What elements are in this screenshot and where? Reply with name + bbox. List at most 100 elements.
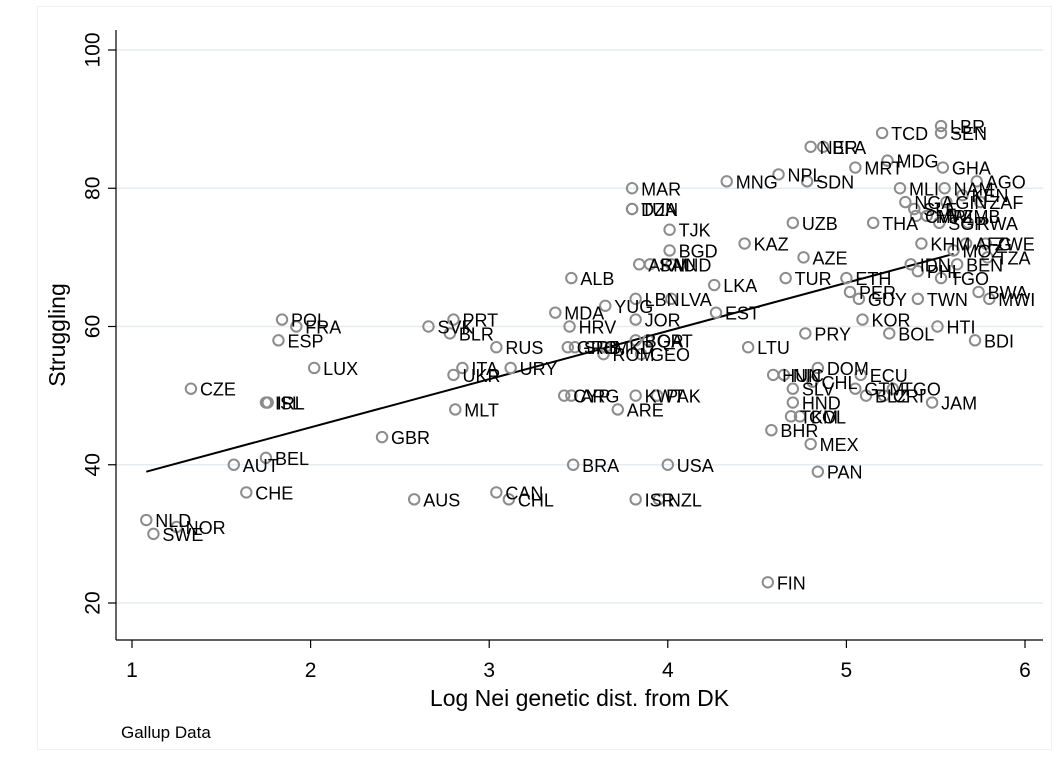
x-tick-label: 4 [662, 659, 674, 682]
point-label: DOM [827, 359, 869, 379]
fit-line [146, 252, 954, 473]
gridlines [116, 49, 1043, 604]
scatter-point [375, 430, 389, 444]
point-label: NAM [954, 179, 994, 199]
point-label: QAT [657, 331, 693, 351]
x-tick-label: 6 [1019, 659, 1031, 682]
point-label: BFA [832, 138, 866, 158]
scatter-point [950, 258, 964, 271]
scatter-point [629, 493, 642, 506]
scatter-point [549, 306, 562, 319]
scatter-point [784, 410, 798, 423]
scatter-point [184, 382, 198, 395]
scatter-point [866, 216, 880, 230]
point-label: CHL [518, 490, 554, 510]
scatter-point [629, 389, 642, 402]
scatter-point [947, 209, 960, 223]
point-label: MRT [864, 159, 903, 179]
scatter-point [661, 458, 674, 471]
scatter-point [904, 258, 917, 271]
point-label: SLV [802, 380, 835, 400]
point-label: MLI [909, 179, 939, 199]
scatter-point [968, 334, 982, 347]
point-label: TUR [795, 269, 832, 289]
scatter-point [804, 140, 817, 153]
scatter-point [490, 341, 503, 354]
scatter-point [147, 527, 160, 541]
point-label: NLD [155, 511, 191, 531]
point-label: MKD [614, 338, 654, 358]
point-label: BEN [966, 255, 1003, 275]
scatter-point [859, 389, 873, 402]
point-label: SVK [437, 318, 473, 338]
scatter-point [961, 216, 975, 230]
point-label: GBR [391, 428, 430, 448]
scatter-point [170, 520, 183, 534]
scatter-point [599, 341, 612, 354]
scatter-point [811, 361, 825, 375]
point-label: GTM [864, 380, 904, 400]
point-label: TKM [800, 407, 838, 427]
x-axis-title: Log Nei genetic dist. from DK [430, 685, 730, 711]
scatter-point [911, 292, 925, 306]
scatter-point [920, 209, 933, 223]
point-label: CHE [255, 483, 293, 503]
point-label: SDN [816, 172, 854, 192]
point-label: ARE [627, 400, 664, 420]
scatter-point [938, 182, 951, 195]
point-label: SGP [948, 214, 986, 234]
point-label: BEL [275, 449, 309, 469]
scatter-point [443, 327, 457, 340]
point-label: NER [820, 138, 858, 158]
point-label: CAN [505, 483, 543, 503]
scatter-point [908, 202, 921, 216]
point-label: AZE [813, 248, 848, 268]
y-tick-label: 60 [82, 315, 105, 338]
point-label: NZL [668, 490, 702, 510]
point-label: SAU [659, 255, 696, 275]
scatter-point [886, 382, 900, 395]
point-label: ARG [580, 387, 619, 407]
x-tick-label: 1 [126, 659, 138, 682]
scatter-point [811, 465, 825, 478]
point-label: ZMB [963, 207, 1001, 227]
point-label: ECU [870, 366, 908, 386]
y-tick-label: 80 [82, 177, 105, 200]
scatter-point [565, 271, 578, 285]
point-label: GEO [650, 345, 690, 365]
point-label: KWT [645, 387, 685, 407]
tick-labels: 20 40 60 80 100 1 2 3 4 5 6 [82, 32, 1031, 682]
point-label: KEN [971, 186, 1008, 206]
chart-frame [37, 6, 1052, 750]
scatter-point [911, 265, 925, 278]
point-label: MNG [736, 172, 778, 192]
point-label: PRT [462, 311, 498, 331]
point-label: YUG [614, 297, 653, 317]
scatter-point [849, 382, 862, 395]
point-label: BLR [459, 324, 494, 344]
scatter-point [665, 258, 678, 271]
scatter-point [227, 458, 241, 471]
scatter-point [449, 403, 462, 416]
point-label: NIC [793, 366, 824, 386]
scatter-point [741, 341, 755, 354]
point-label: ETH [855, 269, 891, 289]
y-tick-label: 20 [82, 591, 105, 614]
point-label: SLE [923, 200, 957, 220]
scatter-point [307, 361, 321, 375]
point-label: UKR [462, 366, 500, 386]
point-label: LTU [757, 338, 790, 358]
scatter-point [956, 188, 969, 202]
scatter-point [786, 382, 800, 395]
scatter-point [561, 341, 574, 354]
scatter-point [240, 486, 253, 499]
point-label: IND [680, 255, 711, 275]
scatter-point [290, 320, 303, 333]
scatter-point [275, 313, 289, 326]
point-label: TWN [927, 290, 968, 310]
scatter-point [856, 313, 869, 326]
scatter-point [504, 361, 517, 375]
scatter-point [663, 223, 676, 236]
fit-line-group [146, 252, 954, 473]
scatter-point [979, 237, 992, 250]
